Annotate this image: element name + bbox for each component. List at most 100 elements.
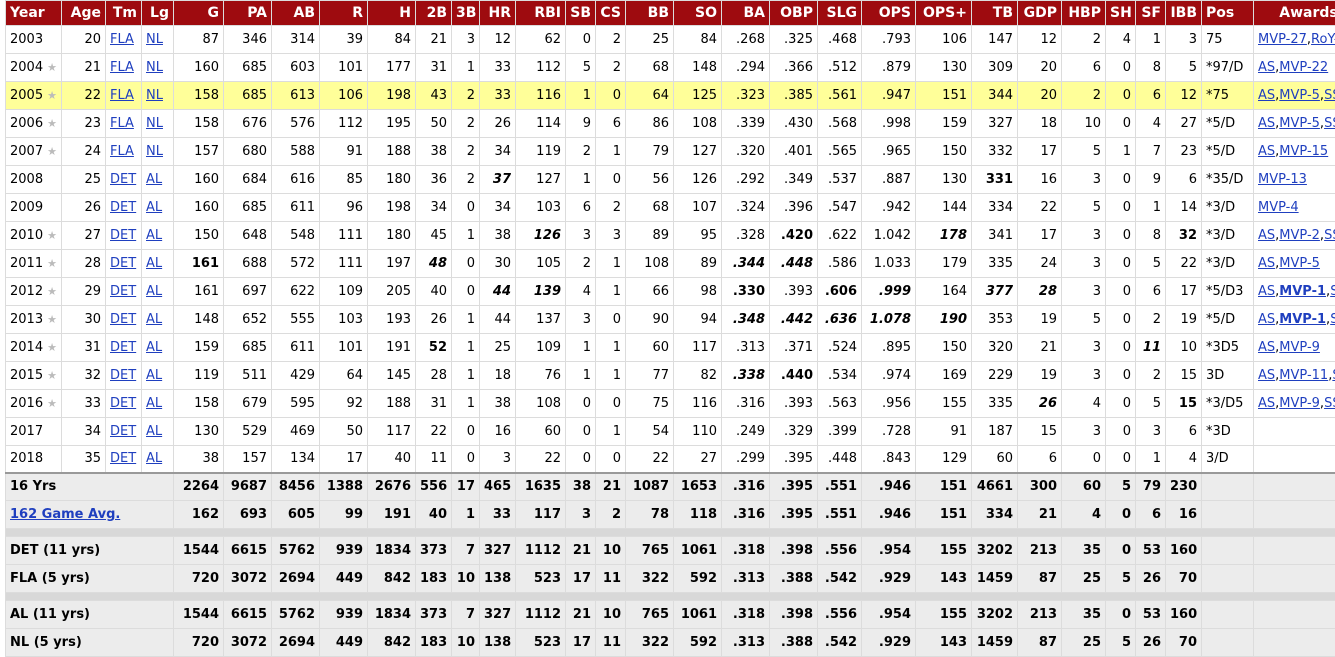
column-header-sf[interactable]: SF <box>1136 1 1166 26</box>
column-header-rbi[interactable]: RBI <box>516 1 566 26</box>
column-header-age[interactable]: Age <box>62 1 106 26</box>
team-link[interactable]: DET <box>110 228 136 243</box>
league-link[interactable]: NL <box>146 88 163 103</box>
team-cell: DET <box>106 194 142 222</box>
column-header-g[interactable]: G <box>174 1 224 26</box>
team-link[interactable]: DET <box>110 256 136 271</box>
award-link[interactable]: AS <box>1258 284 1275 299</box>
column-header-ab[interactable]: AB <box>272 1 320 26</box>
column-header-r[interactable]: R <box>320 1 368 26</box>
column-header-2b[interactable]: 2B <box>416 1 452 26</box>
award-link[interactable]: MVP-9 <box>1279 340 1320 355</box>
column-header-slg[interactable]: SLG <box>818 1 862 26</box>
game-avg-link[interactable]: 162 Game Avg. <box>10 507 120 522</box>
column-header-ba[interactable]: BA <box>722 1 770 26</box>
team-link[interactable]: DET <box>110 172 136 187</box>
award-link[interactable]: SS <box>1330 312 1335 327</box>
league-link[interactable]: AL <box>146 340 162 355</box>
award-link[interactable]: AS <box>1258 312 1275 327</box>
league-link[interactable]: AL <box>146 256 162 271</box>
column-header-tb[interactable]: TB <box>972 1 1018 26</box>
stat-rbi: 22 <box>516 446 566 473</box>
award-link[interactable]: MVP-1 <box>1279 312 1326 327</box>
league-link[interactable]: AL <box>146 396 162 411</box>
award-link[interactable]: AS <box>1258 116 1275 131</box>
team-link[interactable]: DET <box>110 424 136 439</box>
column-header-so[interactable]: SO <box>674 1 722 26</box>
column-header-tm[interactable]: Tm <box>106 1 142 26</box>
team-link[interactable]: DET <box>110 200 136 215</box>
column-header-hbp[interactable]: HBP <box>1062 1 1106 26</box>
award-link[interactable]: MVP-1 <box>1279 284 1326 299</box>
team-link[interactable]: FLA <box>110 60 134 75</box>
stat-ab: 555 <box>272 306 320 334</box>
column-header-bb[interactable]: BB <box>626 1 674 26</box>
column-header-sh[interactable]: SH <box>1106 1 1136 26</box>
award-link[interactable]: SS <box>1324 228 1335 243</box>
column-header-hr[interactable]: HR <box>480 1 516 26</box>
team-link[interactable]: DET <box>110 396 136 411</box>
column-header-h[interactable]: H <box>368 1 416 26</box>
league-link[interactable]: AL <box>146 172 162 187</box>
column-header-ops[interactable]: OPS <box>862 1 916 26</box>
award-link[interactable]: AS <box>1258 340 1275 355</box>
column-header-ops-[interactable]: OPS+ <box>916 1 972 26</box>
column-header-pos[interactable]: Pos <box>1202 1 1254 26</box>
award-link[interactable]: AS <box>1258 88 1275 103</box>
award-link[interactable]: AS <box>1258 368 1275 383</box>
award-link[interactable]: MVP-4 <box>1258 200 1299 215</box>
league-link[interactable]: NL <box>146 32 163 47</box>
column-header-pa[interactable]: PA <box>224 1 272 26</box>
league-link[interactable]: AL <box>146 228 162 243</box>
column-header-gdp[interactable]: GDP <box>1018 1 1062 26</box>
year-cell: 2009 <box>6 194 62 222</box>
team-link[interactable]: DET <box>110 284 136 299</box>
league-link[interactable]: NL <box>146 116 163 131</box>
award-link[interactable]: AS <box>1258 256 1275 271</box>
award-link[interactable]: MVP-22 <box>1279 60 1328 75</box>
column-header-year[interactable]: Year <box>6 1 62 26</box>
award-link[interactable]: AS <box>1258 60 1275 75</box>
team-link[interactable]: FLA <box>110 32 134 47</box>
column-header-sb[interactable]: SB <box>566 1 596 26</box>
team-link[interactable]: FLA <box>110 88 134 103</box>
column-header-lg[interactable]: Lg <box>142 1 174 26</box>
league-link[interactable]: AL <box>146 424 162 439</box>
league-link[interactable]: AL <box>146 200 162 215</box>
award-link[interactable]: MVP-11 <box>1279 368 1328 383</box>
team-link[interactable]: DET <box>110 340 136 355</box>
column-header-cs[interactable]: CS <box>596 1 626 26</box>
award-link[interactable]: MVP-27 <box>1258 32 1307 47</box>
league-link[interactable]: NL <box>146 144 163 159</box>
award-link[interactable]: SS <box>1324 88 1335 103</box>
column-header-ibb[interactable]: IBB <box>1166 1 1202 26</box>
column-header-obp[interactable]: OBP <box>770 1 818 26</box>
column-header-3b[interactable]: 3B <box>452 1 480 26</box>
stat-opsp: 169 <box>916 362 972 390</box>
award-link[interactable]: MVP-15 <box>1279 144 1328 159</box>
award-link[interactable]: MVP-13 <box>1258 172 1307 187</box>
team-link[interactable]: DET <box>110 451 136 466</box>
award-link[interactable]: MVP-2 <box>1279 228 1320 243</box>
league-link[interactable]: AL <box>146 312 162 327</box>
award-link[interactable]: AS <box>1258 228 1275 243</box>
team-link[interactable]: FLA <box>110 116 134 131</box>
award-link[interactable]: SS <box>1324 116 1335 131</box>
column-header-awards[interactable]: Awards <box>1254 1 1335 26</box>
team-link[interactable]: DET <box>110 368 136 383</box>
award-link[interactable]: MVP-5 <box>1279 256 1320 271</box>
award-link[interactable]: SS <box>1330 284 1335 299</box>
award-link[interactable]: MVP-5 <box>1279 116 1320 131</box>
award-link[interactable]: RoY-5 <box>1311 32 1335 47</box>
league-link[interactable]: AL <box>146 368 162 383</box>
team-link[interactable]: FLA <box>110 144 134 159</box>
award-link[interactable]: AS <box>1258 396 1275 411</box>
league-link[interactable]: AL <box>146 284 162 299</box>
award-link[interactable]: SS <box>1324 396 1335 411</box>
league-link[interactable]: AL <box>146 451 162 466</box>
league-link[interactable]: NL <box>146 60 163 75</box>
team-link[interactable]: DET <box>110 312 136 327</box>
award-link[interactable]: MVP-9 <box>1279 396 1320 411</box>
award-link[interactable]: AS <box>1258 144 1275 159</box>
award-link[interactable]: MVP-5 <box>1279 88 1320 103</box>
